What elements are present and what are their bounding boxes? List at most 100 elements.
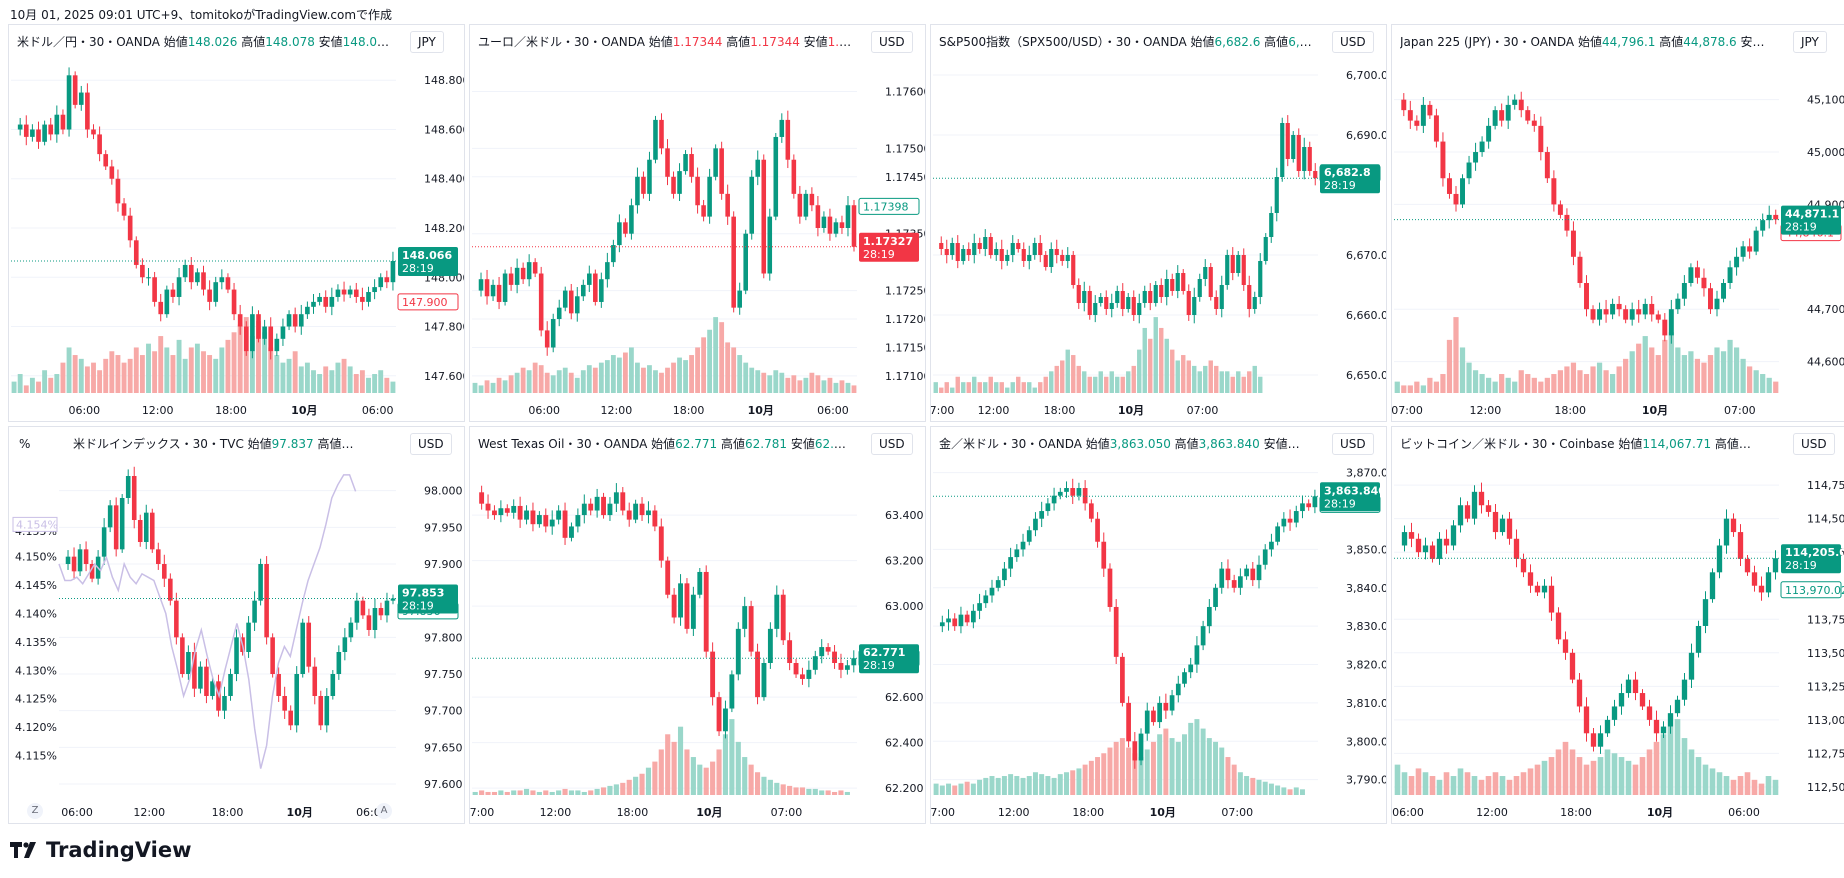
currency-button[interactable]: USD [871, 433, 913, 455]
currency-button[interactable]: USD [410, 433, 452, 455]
volume-bar [1597, 757, 1604, 795]
chart-panel[interactable]: 62.200 62.400 62.600 63.000 63.200 63.400 62.7… [469, 426, 926, 824]
candle-body [83, 549, 89, 564]
volume-bar [1054, 365, 1059, 393]
currency-button[interactable]: USD [1793, 433, 1835, 455]
chart-panel[interactable]: 6,650.0 6,660.0 6,670.0 6,690.0 6,700.0 6,683… [930, 24, 1387, 422]
volume-bar [1045, 776, 1051, 795]
candle-body [378, 608, 384, 616]
volume-bar [831, 791, 838, 795]
candle-body [958, 614, 964, 627]
currency-button[interactable]: JPY [410, 31, 444, 53]
volume-bar [472, 382, 478, 393]
candle-body [944, 249, 949, 255]
volume-bar [478, 385, 484, 393]
candle-body [1313, 171, 1318, 179]
zoom-button[interactable]: Z [27, 803, 43, 819]
volume-bar [933, 382, 938, 393]
volume-bar [384, 377, 390, 393]
symbol-name: ユーロ／米ドル・30・OANDA [478, 35, 645, 49]
currency-button[interactable]: USD [1332, 433, 1374, 455]
volume-bar [1562, 741, 1569, 795]
volume-bar [1131, 365, 1136, 393]
percent-axis-button[interactable]: % [19, 437, 31, 451]
chart-svg: 6,650.06,660.06,670.06,690.06,700.06,683… [931, 69, 1386, 417]
volume-bar [121, 362, 127, 393]
candle-body [1095, 518, 1100, 542]
brand-name: TradingView [46, 838, 192, 862]
y-tick-label: 148.600 [424, 123, 465, 136]
last-price-label: 6,682.8 [1324, 166, 1371, 179]
volume-bar [1583, 374, 1590, 393]
volume-bar [616, 357, 622, 393]
chart-title[interactable]: S&P500指数（SPX500/USD）・30・OANDA 始値6,682.6 … [939, 33, 1314, 50]
candle-body [1163, 702, 1169, 711]
auto-scale-button[interactable]: A [376, 803, 392, 819]
y-tick-label: 3,850.000 [1346, 543, 1387, 556]
volume-bar [1225, 371, 1230, 393]
chart-title[interactable]: West Texas Oil・30・OANDA 始値62.771 高値62.78… [478, 435, 853, 452]
chart-title[interactable]: ユーロ／米ドル・30・OANDA 始値1.17344 高値1.17344 安値1… [478, 33, 853, 50]
candle-body [1250, 568, 1256, 581]
y-tick-label: 97.600 [424, 778, 463, 791]
chart-panel[interactable]: 147.600 147.800 148.000 148.200 148.400 148.6… [8, 24, 465, 422]
ref-price-tag [397, 293, 459, 311]
volume-bar [797, 380, 803, 393]
chart-title[interactable]: 金／米ドル・30・OANDA 始値3,863.050 高値3,863.840 安… [939, 435, 1300, 452]
volume-bar [1163, 728, 1169, 795]
chart-panel[interactable]: 97.600 97.650 97.700 97.750 97.800 97.900 97.9… [8, 426, 465, 824]
chart-title[interactable]: 米ドルインデックス・30・TVC 始値97.837 高値… [73, 435, 354, 452]
ohlc-key: 始値 [1614, 437, 1643, 451]
volume-bar [793, 787, 799, 795]
candle-body [994, 249, 999, 255]
chart-panel[interactable]: 1.171001.171501.172001.172501.173501.174… [469, 24, 926, 422]
chart-panel[interactable]: 3,790.000 3,800.000 3,810.000 3,820.000 3,83… [930, 426, 1387, 824]
candle-body [149, 512, 155, 550]
currency-button[interactable]: USD [1332, 31, 1374, 53]
candle-body [1087, 291, 1092, 315]
volume-bar [737, 355, 743, 393]
chart-panel[interactable]: 44,600.044,700.044,900.045,000.045,100.0… [1391, 24, 1844, 422]
y-tick-label: 97.900 [424, 558, 463, 571]
currency-button[interactable]: USD [871, 31, 913, 53]
chart-title[interactable]: Japan 225 (JPY)・30・OANDA 始値44,796.1 高値44… [1400, 33, 1775, 50]
chart-panel[interactable]: 112,500.000 112,750.000 113,000.000 113,250… [1391, 426, 1844, 824]
volume-bar [536, 791, 542, 795]
volume-bar [592, 367, 598, 393]
candle-body [372, 287, 377, 293]
volume-bar [311, 370, 316, 393]
volume-bar [1287, 789, 1293, 795]
x-tick-label: 10月 [748, 404, 774, 417]
candle-body [125, 476, 131, 498]
volume-bar [262, 332, 268, 393]
volume-bar [84, 366, 90, 393]
left-y-tick-label: 4.140% [15, 608, 57, 621]
y-tick-label: 148.200 [424, 222, 465, 235]
volume-bar [1119, 738, 1125, 795]
symbol-name: S&P500指数（SPX500/USD）・30・OANDA [939, 35, 1187, 49]
x-tick-label: 06:00 [362, 404, 394, 417]
volume-bar [1616, 366, 1622, 393]
volume-bar [844, 791, 850, 795]
volume-bar [586, 365, 592, 393]
volume-bar [103, 358, 109, 393]
candle-body [1708, 288, 1713, 310]
volume-bar [977, 779, 983, 795]
currency-button[interactable]: JPY [1793, 31, 1827, 53]
volume-bar [1695, 757, 1702, 795]
volume-bar [1093, 376, 1098, 393]
volume-bar [133, 347, 139, 393]
volume-bar [1008, 774, 1014, 795]
candle-body [1518, 99, 1524, 111]
volume-bar [146, 343, 151, 393]
candle-body [1060, 255, 1065, 261]
volume-bar [999, 382, 1004, 393]
ohlc-key: 安値 [314, 35, 343, 49]
chart-title[interactable]: ビットコイン／米ドル・30・Coinbase 始値114,067.71 高値… [1400, 435, 1751, 452]
candle-body [1675, 298, 1681, 310]
volume-bar [237, 324, 243, 393]
volume-bar [1126, 371, 1131, 393]
chart-title[interactable]: 米ドル／円・30・OANDA 始値148.026 高値148.078 安値148… [17, 33, 392, 50]
candle-body [1281, 518, 1287, 527]
volume-bar [690, 757, 696, 795]
